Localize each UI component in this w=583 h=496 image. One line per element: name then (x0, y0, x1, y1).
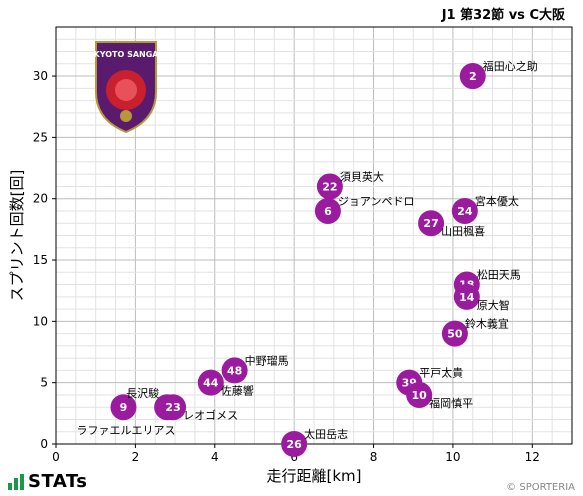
player-point: 6 ジョアンペドロ (314, 195, 415, 224)
y-tick-label: 10 (33, 314, 48, 328)
y-tick-label: 20 (33, 192, 48, 206)
x-tick-label: 10 (445, 450, 460, 464)
point-marker (459, 63, 486, 90)
player-number: 44 (203, 377, 219, 390)
chart-grid (55, 26, 573, 445)
player-name: 宮本優太 (475, 194, 519, 208)
player-name: ジョアンペドロ (338, 195, 415, 208)
y-axis-label: スプリント回数[回] (8, 170, 26, 302)
player-name: 太田岳志 (304, 428, 348, 441)
point-marker (221, 357, 248, 384)
emblem-crest (120, 110, 132, 122)
point-marker (418, 210, 445, 237)
point-marker (197, 369, 224, 396)
player-name: レオゴメス (183, 408, 238, 422)
player-name: 中野瑠馬 (245, 354, 289, 367)
x-tick-label: 4 (211, 450, 219, 464)
player-number: 50 (447, 328, 463, 341)
player-number: 9 (120, 401, 128, 414)
player-name: 山田楓喜 (441, 224, 485, 238)
player-number: 27 (423, 217, 438, 230)
y-tick-label: 5 (40, 376, 48, 390)
match-title: J1 第32節 vs C大阪 (441, 8, 565, 23)
player-number: 24 (457, 205, 473, 218)
club-emblem: KYOTO SANGA (94, 41, 160, 134)
point-marker (316, 173, 343, 200)
player-name: 須貝英大 (340, 169, 384, 183)
credit-text: © SPORTERIA (506, 482, 575, 493)
y-tick-label: 15 (33, 253, 48, 267)
emblem-text: KYOTO SANGA (94, 50, 160, 59)
x-tick-label: 0 (52, 450, 60, 464)
data-points: 2福田心之助22須貝英大6ジョアンペドロ24宮本優太27山田楓喜18松田天馬14… (76, 59, 538, 457)
x-tick-label: 12 (525, 450, 540, 464)
player-name: 原大智 (477, 298, 510, 312)
point-marker (406, 381, 433, 408)
player-point: 9 ラファエルエリアス (76, 394, 175, 437)
point-marker (441, 320, 468, 347)
player-number: 14 (459, 291, 475, 304)
point-marker (110, 394, 137, 421)
point-marker (451, 197, 478, 224)
player-number: 10 (412, 389, 428, 402)
y-tick-label: 30 (33, 69, 48, 83)
player-number: 22 (322, 180, 337, 193)
player-number: 23 (165, 401, 180, 414)
brand-name: STATs (28, 471, 88, 492)
point-marker (453, 283, 480, 310)
point-marker (314, 197, 341, 224)
plot-frame (55, 26, 573, 445)
bar-chart-icon (8, 473, 24, 490)
player-point: 2 福田心之助 (459, 59, 538, 90)
player-number: 2 (469, 70, 477, 83)
point-marker (281, 431, 308, 457)
y-tick-label: 25 (33, 130, 48, 144)
player-name: 長沢駿 (126, 386, 159, 400)
y-tick-label: 0 (40, 437, 48, 451)
player-name: 鈴木義宜 (465, 317, 509, 331)
x-axis-label: 走行距離[km] (266, 467, 361, 485)
stats-logo: STATs (8, 471, 87, 492)
x-tick-label: 2 (132, 450, 140, 464)
emblem-phoenix-inner (115, 79, 137, 101)
player-name: 福田心之助 (483, 59, 538, 73)
player-number: 26 (286, 438, 302, 451)
player-name: 松田天馬 (477, 268, 521, 282)
x-tick-label: 8 (370, 450, 378, 464)
player-number: 48 (227, 364, 242, 377)
point-marker (160, 394, 187, 421)
player-name: 平戸太貴 (419, 366, 463, 380)
player-name: 佐藤響 (221, 384, 254, 398)
player-number: 6 (324, 205, 332, 218)
player-name: 福岡慎平 (429, 396, 473, 410)
player-name: ラファエルエリアス (76, 424, 175, 437)
